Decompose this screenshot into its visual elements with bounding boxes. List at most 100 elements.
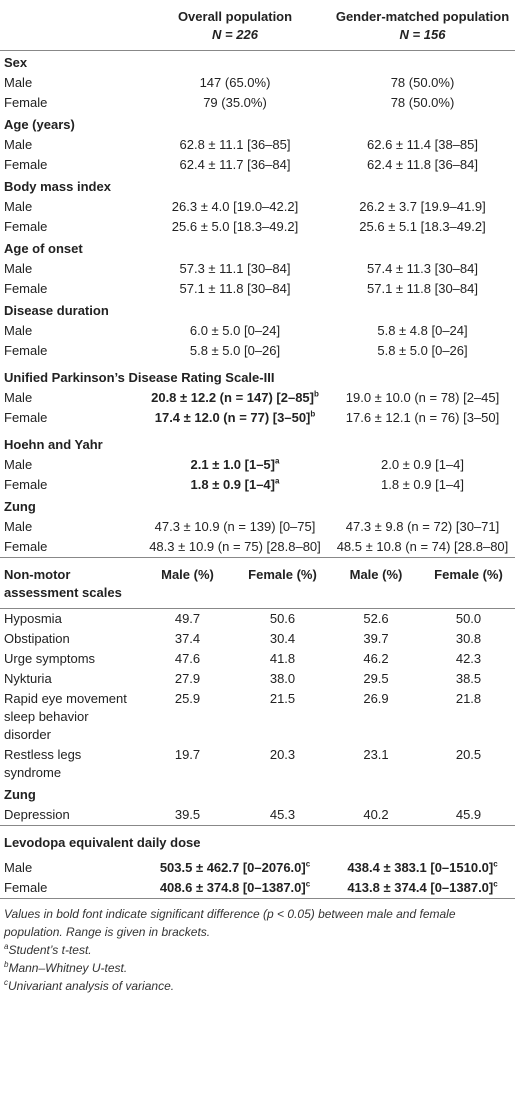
footnote-text: Mann–Whitney U-test. — [8, 961, 128, 975]
header-cell: Overall population N = 226 — [140, 0, 330, 51]
section-title: Disease duration — [4, 303, 109, 318]
data-row: Rapid eye movement sleep behavior disord… — [0, 689, 515, 745]
section-row: Disease duration — [0, 299, 515, 321]
section-row: Levodopa equivalent daily dose — [0, 825, 515, 859]
row-label: Male — [4, 390, 33, 405]
row-label: Female — [4, 539, 48, 554]
row-label: Nykturia — [4, 671, 52, 686]
footnote-mark: a — [275, 456, 280, 466]
data-row: Female 57.1 ± 11.8 [30–84] 57.1 ± 11.8 [30… — [0, 279, 515, 299]
value: 26.2 ± 3.7 [19.9–41.9] — [359, 199, 486, 214]
section-row: Age of onset — [0, 237, 515, 259]
value: 62.4 ± 11.7 [36–84] — [179, 157, 291, 172]
value-cell: 19.0 ± 10.0 (n = 78) [2–45] — [330, 388, 515, 408]
levodopa-table: Levodopa equivalent daily dose Male 503.5 … — [0, 825, 515, 898]
value-cell: 408.6 ± 374.8 [0–1387.0]c — [140, 878, 330, 898]
value-cell: 23.1 — [363, 747, 389, 762]
data-row: Female 48.3 ± 10.9 (n = 75) [28.8–80] 48.5… — [0, 537, 515, 557]
section-title: Sex — [4, 55, 28, 70]
row-label: Male — [4, 75, 33, 90]
value-cell: 25.6 ± 5.0 [18.3–49.2] — [140, 217, 330, 237]
footnote-mark: c — [493, 879, 498, 889]
value-cell: 5.8 ± 4.8 [0–24] — [330, 321, 515, 341]
section-row: Zung — [0, 495, 515, 517]
value: 57.1 ± 11.8 [30–84] — [367, 281, 478, 296]
value: 48.3 ± 10.9 (n = 75) [28.8–80] — [149, 539, 321, 554]
value-cell: 29.5 — [363, 671, 389, 686]
value-cell: 5.8 ± 5.0 [0–26] — [140, 341, 330, 361]
row-label: Male — [4, 199, 33, 214]
value-cell: 25.9 — [174, 691, 201, 706]
value: 408.6 ± 374.8 [0–1387.0] — [159, 880, 306, 895]
value-cell: 47.3 ± 9.8 (n = 72) [30–71] — [330, 517, 515, 537]
row-label: Female — [4, 95, 48, 110]
value: 147 (65.0%) — [199, 75, 271, 90]
data-row: Female 1.8 ± 0.9 [1–4]a 1.8 ± 0.9 [1–4] — [0, 475, 515, 495]
value-cell: 21.8 — [455, 691, 482, 706]
value-cell: 2.0 ± 0.9 [1–4] — [330, 455, 515, 475]
value-cell: 21.5 — [269, 691, 296, 706]
value-cell: 39.7 — [363, 631, 389, 646]
data-row: Male 57.3 ± 11.1 [30–84] 57.4 ± 11.3 [30–8… — [0, 259, 515, 279]
value-cell: 2.1 ± 1.0 [1–5]a — [140, 455, 330, 475]
table-body: Overall population N = 226 Gender-matched… — [0, 0, 515, 557]
value-cell: 50.6 — [269, 611, 296, 626]
section-title: Zung — [4, 787, 36, 802]
value: 62.8 ± 11.1 [36–85] — [179, 137, 291, 152]
section-row: Sex — [0, 51, 515, 74]
value-cell: 26.9 — [363, 691, 389, 706]
value: 25.6 ± 5.0 [18.3–49.2] — [171, 219, 299, 234]
section-row: Unified Parkinson’s Disease Rating Scale… — [0, 361, 515, 388]
value-cell: 38.5 — [455, 671, 482, 686]
data-row: Male 62.8 ± 11.1 [36–85] 62.6 ± 11.4 [38–8… — [0, 135, 515, 155]
data-row: Male 2.1 ± 1.0 [1–5]a 2.0 ± 0.9 [1–4] — [0, 455, 515, 475]
row-label: Male — [4, 860, 33, 875]
value-cell: 47.6 — [174, 651, 201, 666]
row-label: Rapid eye movement sleep behavior disord… — [4, 691, 127, 742]
header-text: Gender-matched population — [335, 9, 510, 24]
value-cell: 45.9 — [455, 807, 482, 822]
value-cell: 50.0 — [455, 611, 482, 626]
data-row: Male 26.3 ± 4.0 [19.0–42.2] 26.2 ± 3.7 [19… — [0, 197, 515, 217]
data-row: Restless legs syndrome 19.7 20.3 23.1 20.5 — [0, 745, 515, 783]
value-cell: 42.3 — [455, 651, 482, 666]
header-cell: Gender-matched population N = 156 — [330, 0, 515, 51]
value: 57.4 ± 11.3 [30–84] — [367, 261, 478, 276]
section-title: Zung — [4, 499, 36, 514]
value-cell: 147 (65.0%) — [140, 73, 330, 93]
header-cell — [0, 0, 140, 51]
footnote: bMann–Whitney U-test. — [4, 959, 511, 977]
value-cell: 20.3 — [269, 747, 296, 762]
data-row: Male 6.0 ± 5.0 [0–24] 5.8 ± 4.8 [0–24] — [0, 321, 515, 341]
table-body: Levodopa equivalent daily dose Male 503.5 … — [0, 825, 515, 899]
value: 20.8 ± 12.2 (n = 147) [2–85] — [151, 390, 314, 405]
value-cell: 52.6 — [363, 611, 389, 626]
data-row: Male 147 (65.0%) 78 (50.0%) — [0, 73, 515, 93]
value-cell: 62.4 ± 11.8 [36–84] — [330, 155, 515, 175]
section-row: Zung — [0, 783, 515, 805]
value-cell: 57.1 ± 11.8 [30–84] — [140, 279, 330, 299]
row-label: Female — [4, 343, 48, 358]
row-label: Female — [4, 157, 48, 172]
value-cell: 78 (50.0%) — [330, 93, 515, 113]
value-cell: 26.2 ± 3.7 [19.9–41.9] — [330, 197, 515, 217]
section-title: Age (years) — [4, 117, 75, 132]
value-cell: 62.4 ± 11.7 [36–84] — [140, 155, 330, 175]
value-cell: 39.5 — [174, 807, 201, 822]
data-row: Depression 39.5 45.3 40.2 45.9 — [0, 805, 515, 825]
value: 26.3 ± 4.0 [19.0–42.2] — [171, 199, 299, 214]
nonmotor-table: Non-motor assessment scales Male (%) Femal… — [0, 557, 515, 825]
footnote: cUnivariant analysis of variance. — [4, 977, 511, 995]
header-row: Non-motor assessment scales Male (%) Femal… — [0, 557, 515, 609]
value: 17.4 ± 12.0 (n = 77) [3–50] — [154, 410, 311, 425]
value-cell: 503.5 ± 462.7 [0–2076.0]c — [140, 858, 330, 878]
value-cell: 37.4 — [174, 631, 201, 646]
value-cell: 1.8 ± 0.9 [1–4]a — [140, 475, 330, 495]
value: 6.0 ± 5.0 [0–24] — [189, 323, 281, 338]
row-label: Male — [4, 457, 33, 472]
value-cell: 17.6 ± 12.1 (n = 76) [3–50] — [330, 408, 515, 428]
value-cell: 27.9 — [174, 671, 201, 686]
value-cell: 438.4 ± 383.1 [0–1510.0]c — [330, 858, 515, 878]
section-title: Unified Parkinson’s Disease Rating Scale… — [4, 370, 275, 385]
